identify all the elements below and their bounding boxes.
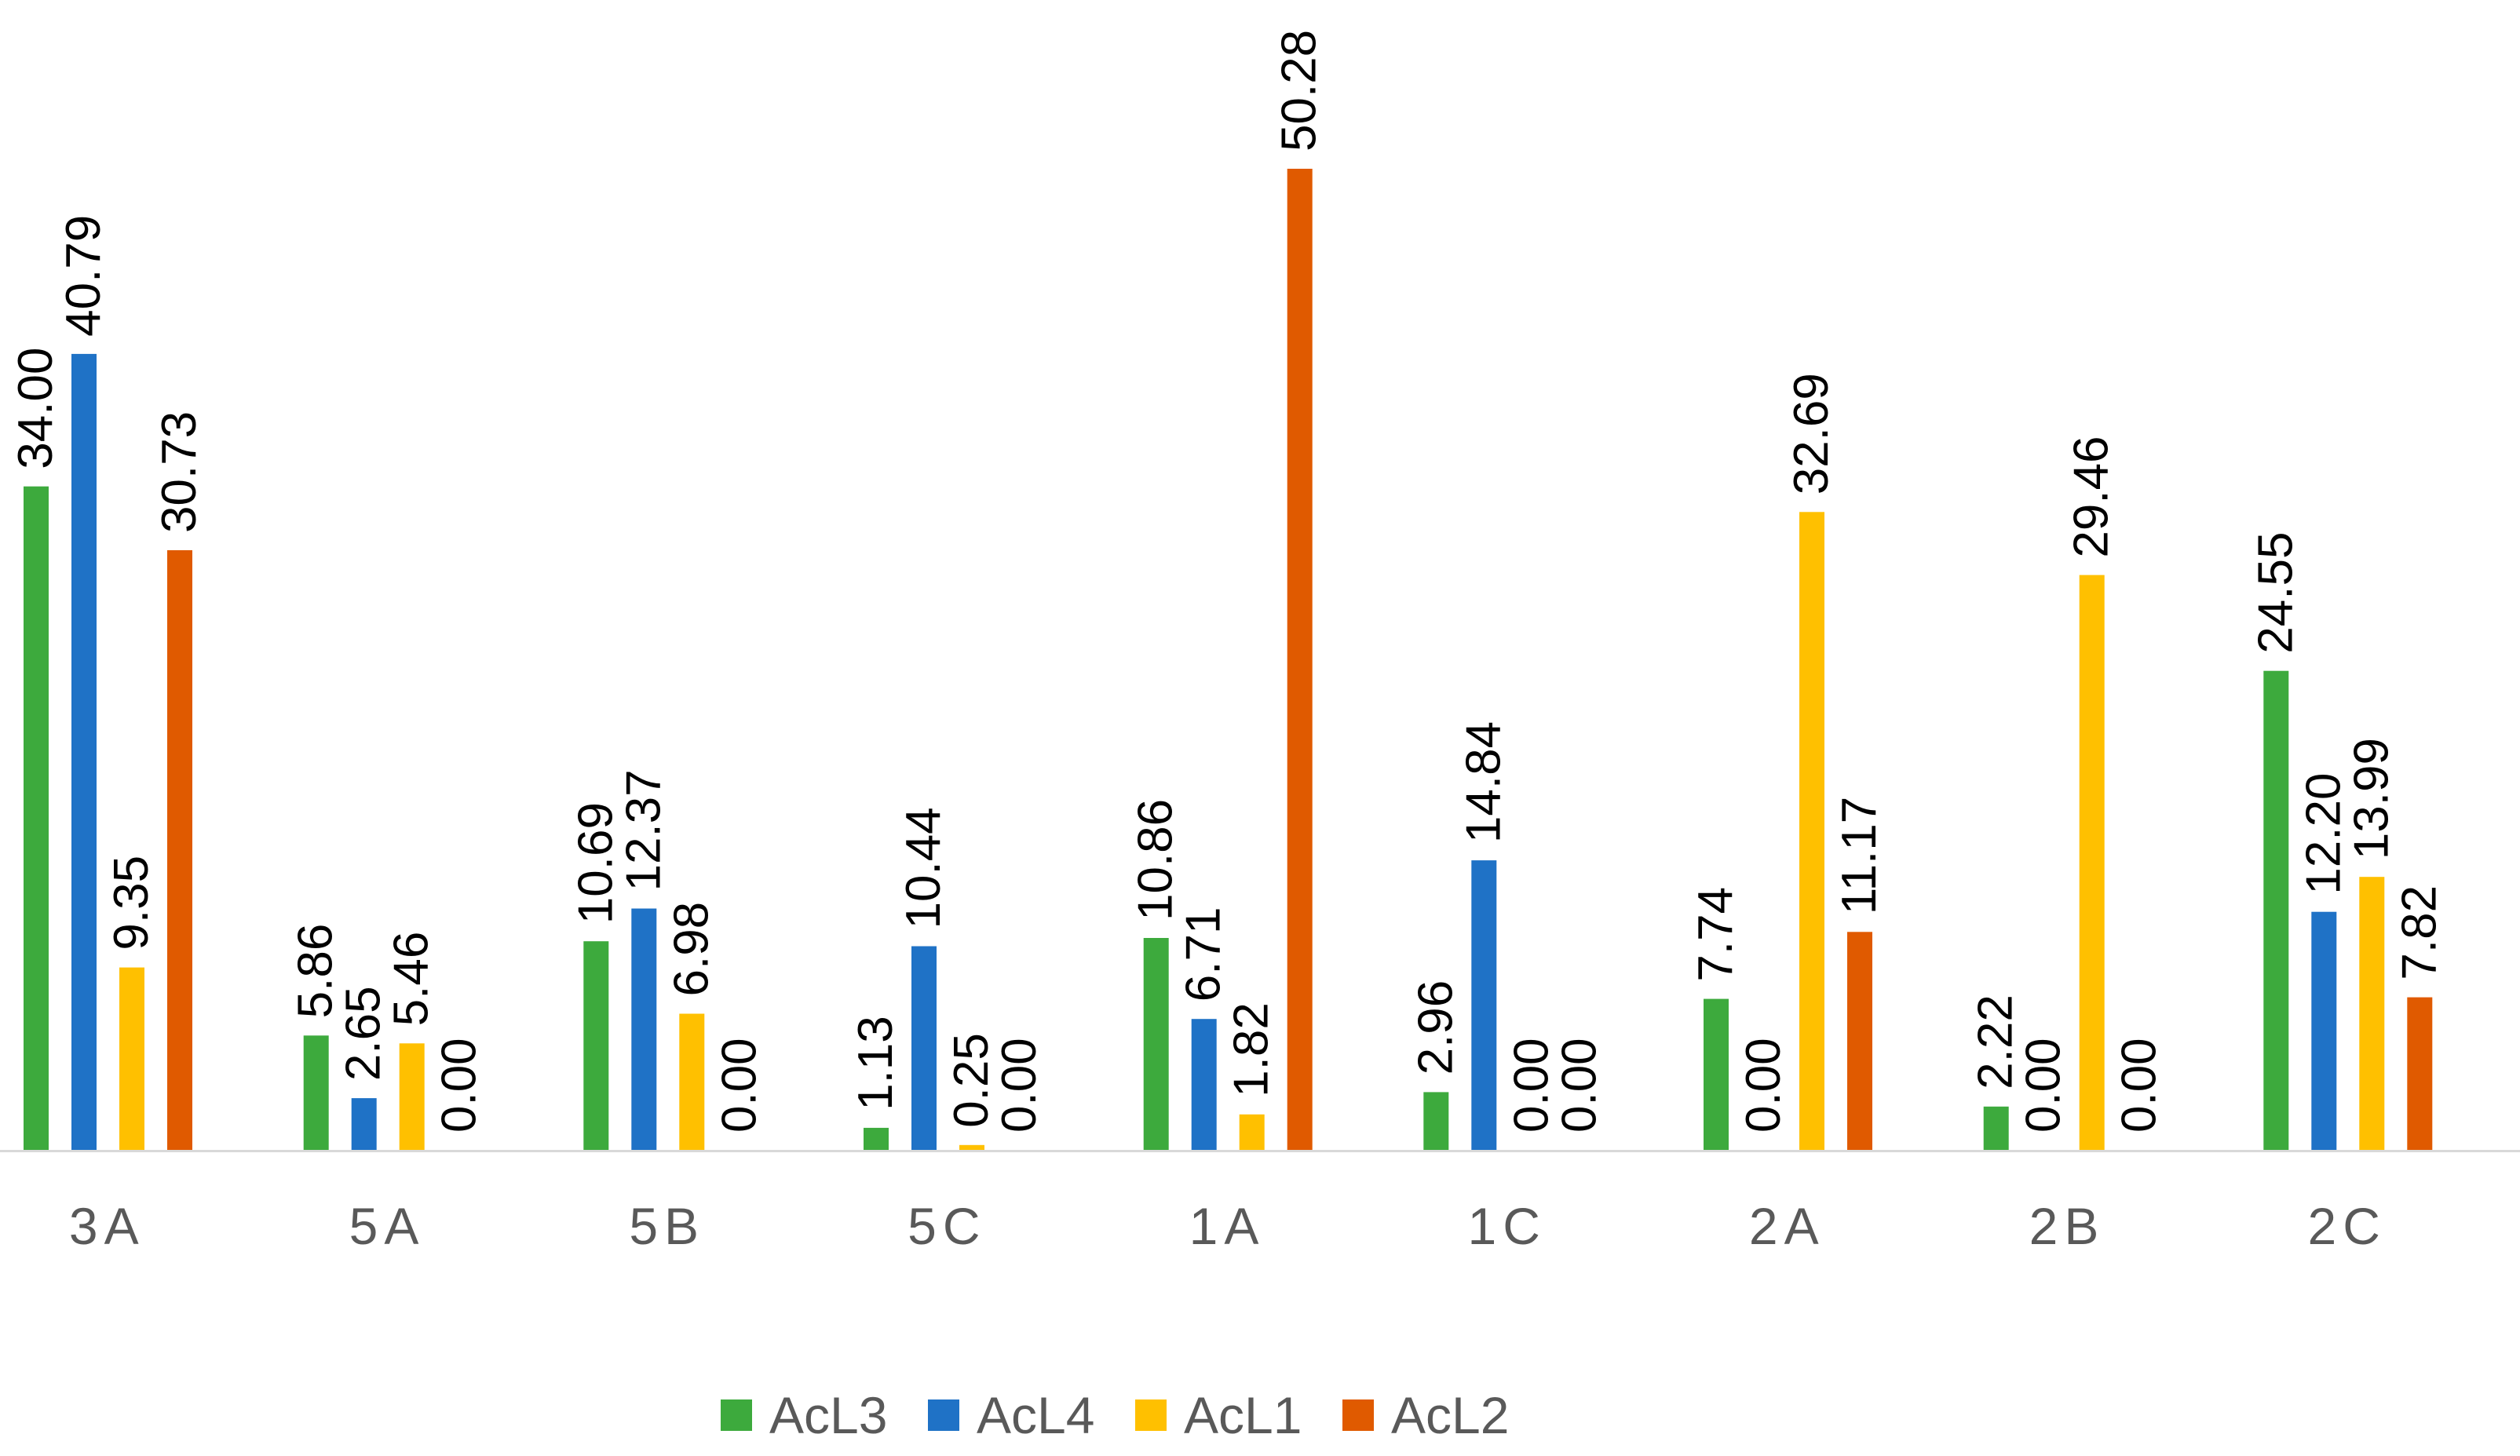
- legend-swatch-acl3: [721, 1399, 752, 1431]
- bar-acl4-5c: [911, 946, 937, 1150]
- legend-label-acl3: AcL3: [769, 1386, 887, 1444]
- value-label-acl2-3a: 30.73: [152, 411, 206, 533]
- bars-layer: [24, 169, 2433, 1150]
- category-label-5b: 5B: [629, 1197, 705, 1255]
- value-label-acl4-1a: 6.71: [1177, 907, 1231, 1002]
- value-label-acl4-5c: 10.44: [897, 807, 951, 929]
- category-label-2c: 2C: [2308, 1197, 2387, 1255]
- value-label-acl3-2a: 7.74: [1689, 887, 1743, 982]
- value-label-acl1-2b: 29.46: [2065, 436, 2119, 557]
- value-label-acl3-3a: 34.00: [9, 348, 63, 469]
- category-label-5c: 5C: [908, 1197, 986, 1255]
- value-label-acl4-2c: 12.20: [2296, 773, 2350, 895]
- value-label-acl3-1c: 2.96: [1408, 980, 1463, 1075]
- bar-acl4-1c: [1471, 860, 1497, 1150]
- value-label-acl2-5a: 0.00: [433, 1038, 487, 1133]
- value-label-acl3-1a: 10.86: [1129, 799, 1183, 921]
- legend-swatch-acl1: [1135, 1399, 1167, 1431]
- value-label-acl1-3a: 9.35: [104, 856, 159, 951]
- bar-acl1-1a: [1239, 1114, 1265, 1150]
- bar-acl1-2b: [2079, 575, 2105, 1150]
- value-label-acl2-2a: 11.17: [1832, 797, 1886, 915]
- bar-acl3-2b: [1983, 1106, 2009, 1150]
- bar-acl3-1a: [1143, 938, 1169, 1150]
- value-label-acl1-2c: 13.99: [2344, 738, 2398, 859]
- bar-acl2-2c: [2407, 997, 2433, 1150]
- bar-acl1-5b: [679, 1013, 705, 1150]
- value-label-acl4-5b: 12.37: [616, 769, 670, 891]
- category-label-1a: 1A: [1189, 1197, 1265, 1255]
- category-label-5a: 5A: [349, 1197, 425, 1255]
- bar-acl3-2c: [2263, 670, 2289, 1150]
- value-label-acl1-5a: 5.46: [385, 932, 439, 1027]
- category-label-2b: 2B: [2029, 1197, 2105, 1255]
- value-label-acl2-5b: 0.00: [712, 1038, 766, 1133]
- value-label-acl4-3a: 40.79: [57, 215, 111, 337]
- bar-acl1-5c: [959, 1144, 984, 1150]
- bar-acl3-5b: [583, 941, 609, 1150]
- legend-swatch-acl4: [928, 1399, 959, 1431]
- legend-label-acl1: AcL1: [1184, 1386, 1302, 1444]
- value-label-acl3-5b: 10.69: [568, 802, 623, 924]
- category-label-1c: 1C: [1468, 1197, 1547, 1255]
- value-label-acl3-5c: 1.13: [849, 1016, 903, 1111]
- value-label-acl4-5a: 2.65: [337, 986, 391, 1081]
- value-label-acl2-1c: 0.00: [1552, 1038, 1606, 1133]
- value-label-acl3-5a: 5.86: [289, 924, 343, 1019]
- category-label-2a: 2A: [1749, 1197, 1825, 1255]
- value-label-acl4-2a: 0.00: [1737, 1038, 1791, 1133]
- legend: AcL3 AcL4 AcL1 AcL2: [721, 1386, 1509, 1444]
- value-label-acl1-1a: 1.82: [1225, 1002, 1279, 1097]
- bar-acl4-3a: [71, 353, 97, 1150]
- value-label-acl2-2b: 0.00: [2113, 1038, 2167, 1133]
- legend-label-acl4: AcL4: [977, 1386, 1094, 1444]
- value-label-acl1-1c: 0.00: [1504, 1038, 1558, 1133]
- bar-acl2-2a: [1847, 932, 1872, 1150]
- value-labels-layer: 34.00 40.79 9.35 30.73 5.862.655.46 0.00 10.69…: [9, 30, 2446, 1133]
- bar-acl2-3a: [167, 550, 192, 1150]
- value-label-acl1-2a: 32.69: [1784, 373, 1839, 494]
- value-label-acl2-5c: 0.00: [992, 1038, 1046, 1133]
- legend-swatch-acl2: [1342, 1399, 1374, 1431]
- value-label-acl1-5b: 6.98: [664, 902, 718, 997]
- bar-acl3-2a: [1704, 998, 1729, 1150]
- category-label-3a: 3A: [69, 1197, 145, 1255]
- bar-acl1-2c: [2359, 877, 2385, 1150]
- legend-label-acl2: AcL2: [1391, 1386, 1509, 1444]
- value-label-acl3-2b: 2.22: [1969, 994, 2023, 1089]
- bar-acl4-1a: [1191, 1019, 1217, 1150]
- bar-acl3-5a: [303, 1035, 329, 1150]
- bar-acl3-5c: [864, 1127, 889, 1150]
- bar-acl4-2c: [2311, 911, 2337, 1150]
- bar-acl1-2a: [1799, 512, 1824, 1150]
- bar-acl3-1c: [1423, 1092, 1449, 1150]
- value-label-acl4-1c: 14.84: [1456, 721, 1510, 843]
- value-label-acl3-2c: 24.55: [2248, 532, 2303, 654]
- bar-acl2-1a: [1287, 169, 1313, 1150]
- bar-acl1-3a: [119, 967, 144, 1150]
- bar-acl4-5a: [351, 1098, 377, 1150]
- bar-acl1-5a: [399, 1043, 425, 1150]
- value-label-acl1-5c: 0.25: [944, 1033, 999, 1128]
- value-label-acl2-2c: 7.82: [2392, 885, 2446, 980]
- bar-acl3-3a: [24, 486, 49, 1150]
- bar-acl4-5b: [631, 908, 657, 1150]
- value-label-acl2-1a: 50.28: [1273, 30, 1327, 151]
- category-labels-layer: 3A 5A 5B 5C 1A 1C 2A 2B 2C: [69, 1197, 2387, 1255]
- value-label-acl4-2b: 0.00: [2017, 1038, 2071, 1133]
